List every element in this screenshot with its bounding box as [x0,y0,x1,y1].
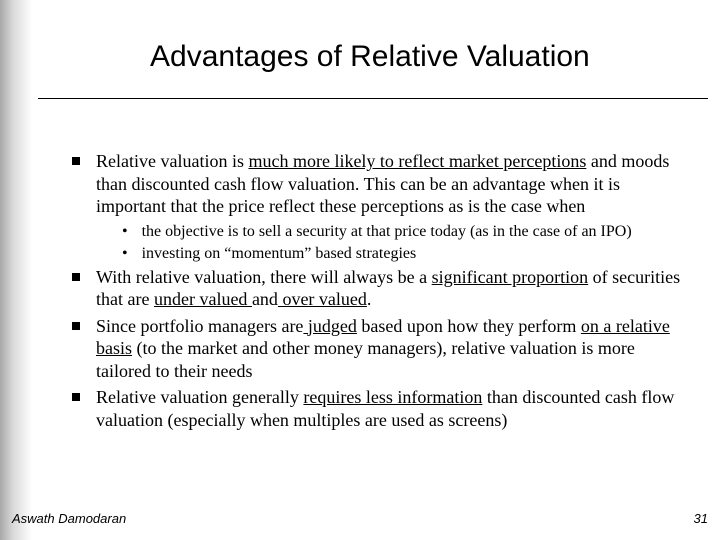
bullet-2-u2: under valued [154,289,252,309]
square-bullet-icon [72,273,80,281]
bullet-1-text: Relative valuation is much more likely t… [96,150,686,218]
bullet-2-u3: over valued [278,289,367,309]
footer-author: Aswath Damodaran [12,511,126,526]
bullet-1-underline: much more likely to reflect market perce… [248,151,586,171]
bullet-1: Relative valuation is much more likely t… [96,150,686,218]
bullet-4-text: Relative valuation generally requires le… [96,386,686,431]
bullet-2: With relative valuation, there will alwa… [96,266,686,311]
slide-body: Relative valuation is much more likely t… [96,150,686,435]
bullet-2-post: . [367,289,372,309]
bullet-4-pre: Relative valuation generally [96,387,303,407]
bullet-1a-text: the objective is to sell a security at t… [142,222,632,242]
left-gradient-stripe [0,0,32,540]
bullet-3-mid: based upon how they perform [357,316,581,336]
title-underline-rule [38,98,708,99]
bullet-2-u1: significant proportion [432,267,588,287]
bullet-2-pre: With relative valuation, there will alwa… [96,267,432,287]
dot-bullet-icon: • [122,244,128,264]
bullet-4-u: requires less information [303,387,482,407]
square-bullet-icon [72,157,80,165]
footer-page-number: 31 [694,511,708,526]
dot-bullet-icon: • [122,222,128,242]
bullet-2-text: With relative valuation, there will alwa… [96,266,686,311]
square-bullet-icon [72,322,80,330]
square-bullet-icon [72,393,80,401]
bullet-3-text: Since portfolio managers are judged base… [96,315,686,383]
bullet-1b: • investing on “momentum” based strategi… [122,244,686,264]
bullet-3-pre: Since portfolio managers are [96,316,303,336]
bullet-2-and: and [252,289,278,309]
bullet-3: Since portfolio managers are judged base… [96,315,686,383]
slide-title: Advantages of Relative Valuation [150,40,590,74]
bullet-1b-text: investing on “momentum” based strategies [142,244,417,264]
bullet-3-post: (to the market and other money managers)… [96,338,635,381]
bullet-1a: • the objective is to sell a security at… [122,222,686,242]
bullet-3-u1: judged [303,316,357,336]
bullet-4: Relative valuation generally requires le… [96,386,686,431]
bullet-1-pre: Relative valuation is [96,151,248,171]
